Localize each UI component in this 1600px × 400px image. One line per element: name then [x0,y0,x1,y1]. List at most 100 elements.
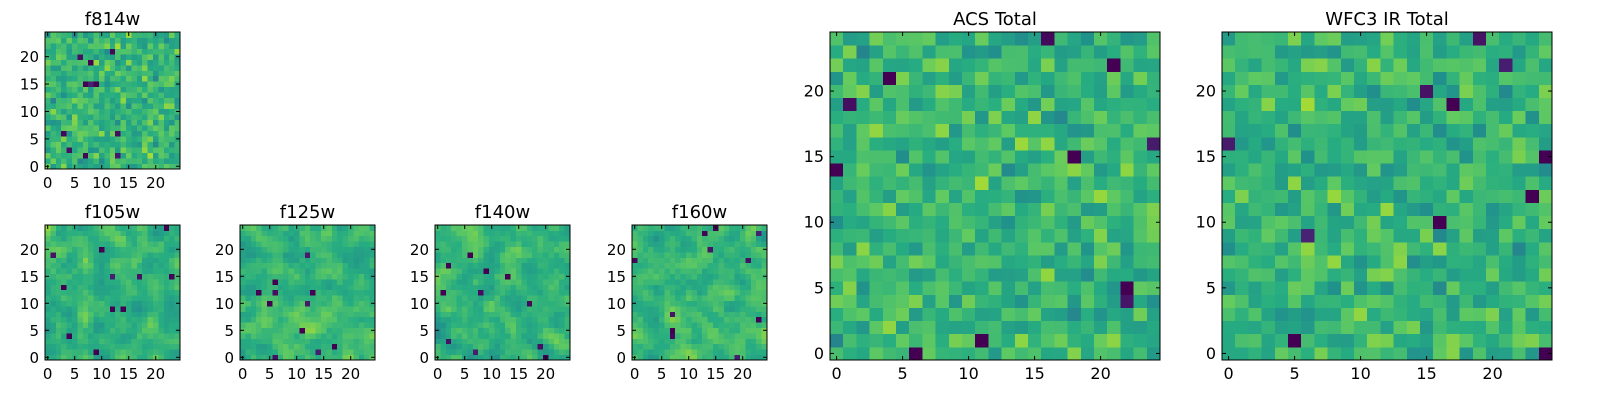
heatmap-cell [126,98,132,104]
heatmap-cell [975,84,989,98]
heatmap-cell [337,301,343,307]
heatmap-cell [169,54,175,60]
heatmap-cell [50,136,56,142]
heatmap-cell [251,306,257,312]
heatmap-cell [962,58,976,72]
heatmap-cell [142,109,148,115]
heatmap-cell [1002,84,1016,98]
heatmap-cell [654,284,660,290]
heatmap-cell [142,120,148,126]
heatmap-cell [1094,124,1108,138]
heatmap-cell [697,344,703,350]
heatmap-cell [169,290,175,296]
heatmap-cell [61,252,67,258]
heatmap-cell [1275,242,1289,256]
heatmap-cell [713,230,719,236]
heatmap-cell [675,306,681,312]
heatmap-cell [548,306,554,312]
heatmap-cell [278,322,284,328]
heatmap-cell [686,230,692,236]
heatmap-cell [1120,347,1134,361]
heatmap-cell [153,247,159,253]
heatmap-cell [909,111,923,125]
heatmap-cell [1107,98,1121,112]
heatmap-cell [99,349,105,355]
heatmap-cell [245,317,251,323]
heatmap-cell [50,92,56,98]
heatmap-cell [99,65,105,71]
heatmap-cell [332,236,338,242]
heatmap-cell [283,247,289,253]
heatmap-cell [745,333,751,339]
heatmap-cell [936,268,950,282]
heatmap-cell [1068,189,1082,203]
heatmap-cell [527,317,533,323]
heatmap-cell [440,236,446,242]
heatmap-cell [99,76,105,82]
heatmap-cell [1002,308,1016,322]
heatmap-cell [1407,216,1421,230]
heatmap-cell [131,247,137,253]
heatmap-cell [115,131,121,137]
heatmap-cell [1134,176,1148,190]
heatmap-cell [1354,281,1368,295]
heatmap-cell [164,158,170,164]
heatmap-cell [637,274,643,280]
heatmap-cell [718,295,724,301]
heatmap-cell [1328,334,1342,348]
heatmap-cell [686,284,692,290]
heatmap-cell [440,252,446,258]
heatmap-cell [735,225,741,231]
heatmap-cell [659,230,665,236]
heatmap-cell [61,284,67,290]
heatmap-cell [251,225,257,231]
heatmap-cell [1512,32,1526,46]
heatmap-cell [67,279,73,285]
heatmap-cell [310,274,316,280]
heatmap-cell [1367,242,1381,256]
heatmap-cell [643,322,649,328]
heatmap-cell [1539,268,1553,282]
heatmap-cell [1367,150,1381,164]
heatmap-cell [559,241,565,247]
heatmap-cell [756,295,762,301]
heatmap-cell [505,295,511,301]
heatmap-cell [936,98,950,112]
heatmap-cell [343,268,349,274]
heatmap-cell [451,274,457,280]
heatmap-cell [1015,71,1029,85]
heatmap-cell [126,317,132,323]
heatmap-cell [516,333,522,339]
heatmap-cell [294,257,300,263]
heatmap-cell [909,32,923,46]
heatmap-cell [289,247,295,253]
heatmap-cell [1235,203,1249,217]
heatmap-cell [83,125,89,131]
heatmap-cell [511,344,517,350]
heatmap-cell [962,189,976,203]
heatmap-cell [72,92,78,98]
heatmap-cell [337,290,343,296]
heatmap-cell [1460,98,1474,112]
heatmap-cell [708,284,714,290]
heatmap-cell [637,230,643,236]
heatmap-cell [1407,124,1421,138]
heatmap-cell [936,150,950,164]
heatmap-cell [115,322,121,328]
heatmap-cell [1394,255,1408,269]
heatmap-cell [909,163,923,177]
heatmap-cell [883,268,897,282]
heatmap-cell [88,241,94,247]
heatmap-cell [870,216,884,230]
heatmap-cell [1222,255,1236,269]
heatmap-cell [289,268,295,274]
heatmap-cell [158,32,164,38]
heatmap-cell [77,301,83,307]
heatmap-cell [473,317,479,323]
heatmap-cell [240,230,246,236]
heatmap-cell [1539,137,1553,151]
heatmap-cell [1081,71,1095,85]
heatmap-cell [740,284,746,290]
heatmap-cell [88,125,94,131]
heatmap-cell [1248,137,1262,151]
